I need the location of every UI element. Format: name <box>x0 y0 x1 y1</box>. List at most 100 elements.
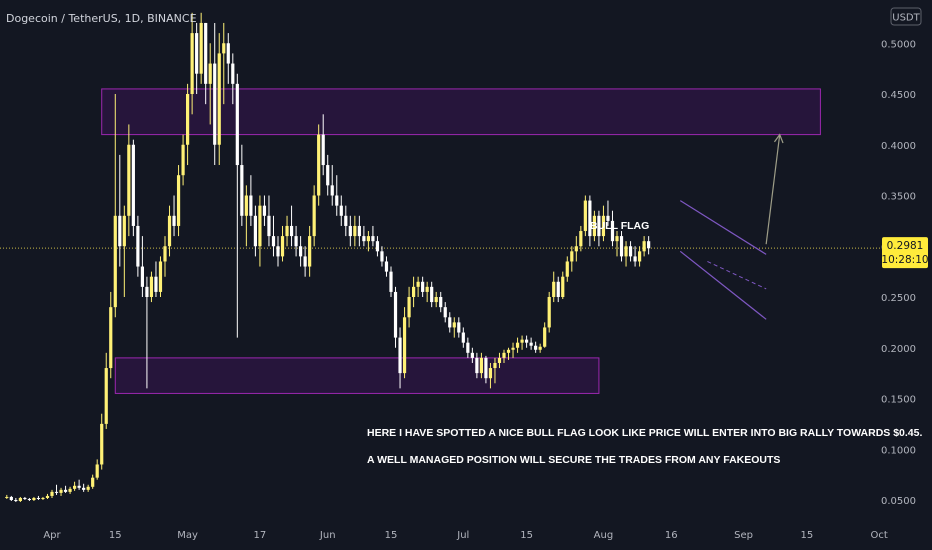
candle[interactable] <box>497 352 502 369</box>
candle[interactable] <box>534 341 538 353</box>
candle[interactable] <box>317 124 321 206</box>
candle[interactable] <box>606 200 610 226</box>
candle[interactable] <box>538 343 542 353</box>
candle[interactable] <box>344 205 348 237</box>
candle[interactable] <box>393 286 398 348</box>
currency-badge[interactable]: USDT <box>890 7 922 26</box>
candle[interactable] <box>312 185 316 247</box>
candle[interactable] <box>235 73 239 338</box>
candle[interactable] <box>276 236 280 267</box>
candle[interactable] <box>303 246 307 277</box>
candle[interactable] <box>163 236 167 277</box>
candle[interactable] <box>63 485 68 493</box>
candle[interactable] <box>289 205 294 247</box>
candle[interactable] <box>543 322 547 348</box>
candle[interactable] <box>95 459 99 480</box>
candle[interactable] <box>258 195 262 267</box>
candle[interactable] <box>502 349 506 363</box>
candle[interactable] <box>172 195 176 237</box>
candle[interactable] <box>267 195 271 247</box>
candle[interactable] <box>579 225 583 252</box>
candle[interactable] <box>330 165 334 206</box>
candle[interactable] <box>624 241 628 267</box>
candle[interactable] <box>231 53 235 105</box>
candle[interactable] <box>638 246 642 267</box>
candle[interactable] <box>59 487 63 496</box>
candle[interactable] <box>515 337 520 353</box>
candle[interactable] <box>149 271 154 303</box>
candle[interactable] <box>561 271 565 300</box>
candle[interactable] <box>398 327 402 389</box>
candle[interactable] <box>479 352 483 379</box>
candle[interactable] <box>443 302 447 323</box>
candle[interactable] <box>529 337 533 350</box>
candle[interactable] <box>73 481 77 491</box>
candle[interactable] <box>362 225 366 247</box>
candle[interactable] <box>642 236 646 257</box>
candle[interactable] <box>213 22 217 166</box>
candle[interactable] <box>407 286 411 328</box>
candle[interactable] <box>244 185 248 247</box>
candle[interactable] <box>167 205 172 257</box>
candle[interactable] <box>375 236 380 257</box>
candle[interactable] <box>380 246 384 267</box>
candle[interactable] <box>371 225 375 247</box>
candle[interactable] <box>91 474 95 489</box>
candle[interactable] <box>452 317 456 338</box>
candle[interactable] <box>253 205 257 257</box>
support-zone[interactable] <box>114 357 600 394</box>
candle[interactable] <box>633 246 637 267</box>
candle[interactable] <box>470 347 474 363</box>
candle[interactable] <box>511 342 515 358</box>
candle[interactable] <box>140 236 144 297</box>
candle[interactable] <box>127 124 131 237</box>
candle[interactable] <box>262 195 267 226</box>
candle[interactable] <box>240 144 244 226</box>
candle[interactable] <box>27 497 31 502</box>
candle[interactable] <box>5 494 9 499</box>
candle[interactable] <box>412 276 416 308</box>
candle[interactable] <box>366 231 370 252</box>
candle[interactable] <box>158 256 163 297</box>
candle[interactable] <box>339 195 343 226</box>
candle[interactable] <box>402 307 407 379</box>
candle[interactable] <box>389 266 393 297</box>
candle[interactable] <box>36 495 41 500</box>
target-arrow[interactable] <box>765 134 781 245</box>
candle[interactable] <box>45 493 50 499</box>
candle[interactable] <box>335 175 339 216</box>
candle[interactable] <box>421 276 425 297</box>
candle[interactable] <box>50 489 54 498</box>
candle[interactable] <box>195 22 199 94</box>
candle[interactable] <box>615 231 619 257</box>
candle[interactable] <box>9 495 13 502</box>
candle[interactable] <box>484 355 488 384</box>
candle[interactable] <box>425 281 429 303</box>
candle[interactable] <box>556 276 560 303</box>
candle[interactable] <box>321 114 325 176</box>
candle[interactable] <box>416 276 420 297</box>
candle[interactable] <box>122 205 126 297</box>
candle[interactable] <box>131 139 135 237</box>
candle[interactable] <box>348 215 352 247</box>
candle[interactable] <box>285 215 289 247</box>
candle[interactable] <box>176 165 181 237</box>
candle[interactable] <box>82 483 86 492</box>
candle[interactable] <box>647 236 651 255</box>
candle[interactable] <box>466 337 470 358</box>
flag-lower-line[interactable] <box>679 250 767 320</box>
candle[interactable] <box>199 12 203 84</box>
candle[interactable] <box>384 256 389 277</box>
candle[interactable] <box>136 215 140 277</box>
candle[interactable] <box>357 215 361 247</box>
candle[interactable] <box>597 210 601 247</box>
candle[interactable] <box>181 134 185 186</box>
candle[interactable] <box>208 43 212 125</box>
flag-mid-line[interactable] <box>707 261 767 290</box>
candle[interactable] <box>271 215 276 257</box>
candle[interactable] <box>113 94 117 318</box>
x-axis[interactable]: Apr 15 May 17 Jun 15 Jul 15 Aug 16 Sep 15 Oct <box>43 530 888 541</box>
candle[interactable] <box>100 413 104 470</box>
candle[interactable] <box>588 195 592 247</box>
candle[interactable] <box>434 291 438 308</box>
